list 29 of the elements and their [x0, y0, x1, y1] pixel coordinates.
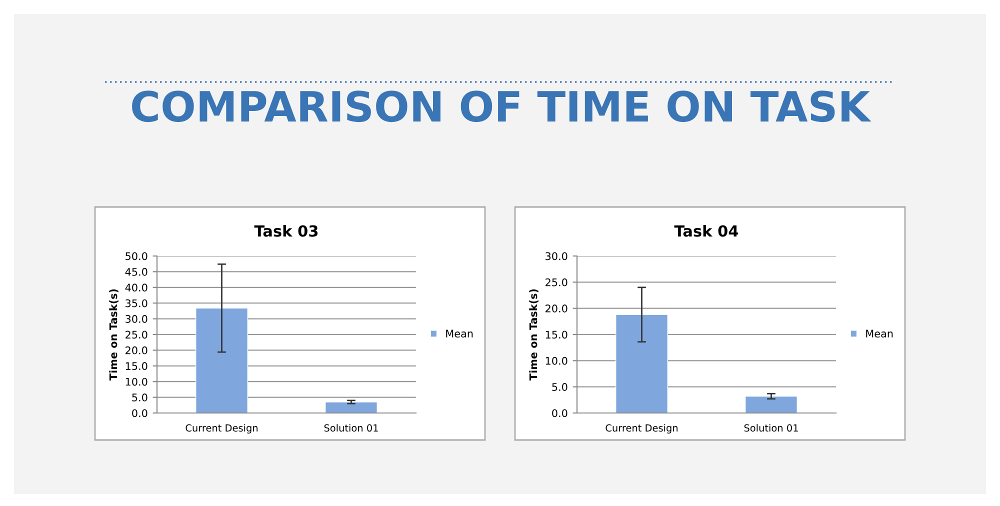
y-tick-label: 0.0 — [552, 409, 568, 418]
x-tick-label: Current Design — [186, 424, 258, 434]
y-axis-title: Time on Task(s) — [529, 289, 538, 380]
y-tick-label: 20.0 — [126, 346, 148, 354]
y-tick-label: 35.0 — [126, 299, 148, 308]
chart-title: Task 04 — [674, 224, 738, 237]
y-tick-label: 15.0 — [126, 362, 148, 370]
y-tick-label: 45.0 — [125, 268, 148, 276]
y-tick-label: 40.0 — [125, 284, 148, 292]
y-tick-label: 20.0 — [546, 304, 568, 312]
y-tick-label: 10.0 — [546, 356, 568, 365]
x-tick-label: Solution 01 — [744, 424, 798, 432]
y-tick-label: 50.0 — [126, 252, 148, 260]
y-tick-label: 5.0 — [132, 394, 148, 402]
y-tick-label: 25.0 — [546, 278, 568, 286]
x-tick-label: Current Design — [606, 424, 678, 434]
x-tick-label: Solution 01 — [324, 424, 378, 432]
legend-label: Mean — [446, 330, 473, 338]
text: COMPARISON OF TIME ON TASK — [132, 90, 872, 122]
y-tick-label: 25.0 — [126, 330, 148, 339]
legend-label: Mean — [866, 330, 893, 338]
y-tick-label: 30.0 — [126, 315, 148, 323]
y-tick-label: 10.0 — [126, 378, 148, 386]
y-tick-label: 5.0 — [552, 383, 568, 391]
y-tick-label: 30.0 — [546, 252, 568, 260]
y-tick-label: 15.0 — [546, 330, 568, 339]
chart-title: Task 03 — [254, 224, 318, 237]
y-axis-title: Time on Task(s) — [109, 289, 118, 380]
y-tick-label: 0.0 — [132, 409, 148, 418]
